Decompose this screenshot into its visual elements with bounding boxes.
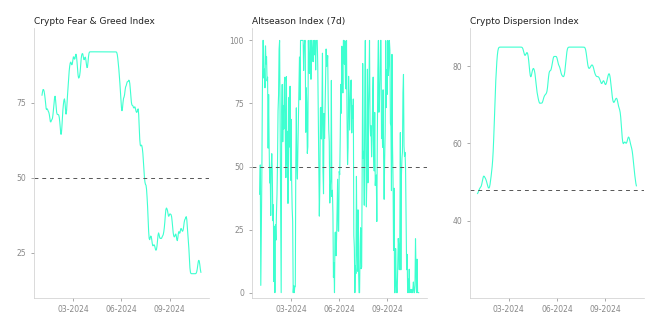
Text: Crypto Dispersion Index: Crypto Dispersion Index [469,17,578,26]
Text: Altseason Index (7d): Altseason Index (7d) [252,17,345,26]
Text: Crypto Fear & Greed Index: Crypto Fear & Greed Index [34,17,155,26]
